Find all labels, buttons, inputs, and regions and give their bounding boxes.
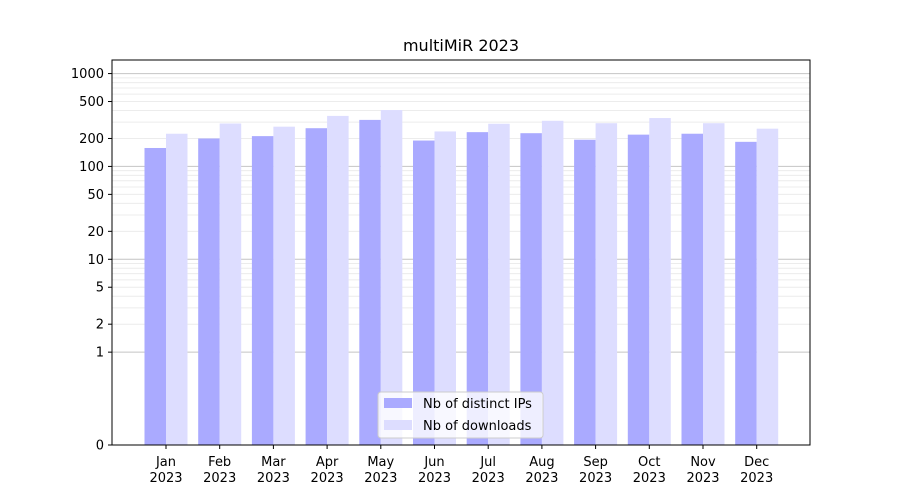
bar-downloads bbox=[541, 120, 564, 445]
x-tick-label: Jun 2023 bbox=[418, 455, 451, 486]
bar-downloads bbox=[327, 115, 349, 446]
y-tick-label: 500 bbox=[79, 95, 104, 110]
x-tick-label: Jul 2023 bbox=[472, 455, 505, 486]
y-tick-label: 200 bbox=[79, 132, 104, 147]
bar-distinct-ips bbox=[198, 138, 220, 445]
bar-downloads bbox=[273, 126, 295, 446]
y-tick-label: 0 bbox=[96, 439, 104, 454]
y-tick-label: 1000 bbox=[71, 67, 104, 82]
bar-downloads bbox=[756, 128, 779, 445]
x-tick-label: Oct 2023 bbox=[633, 455, 666, 486]
y-tick-label: 100 bbox=[79, 160, 104, 175]
bar-downloads bbox=[595, 123, 618, 445]
bar-distinct-ips bbox=[251, 136, 274, 446]
plot-area bbox=[111, 59, 811, 446]
bar-distinct-ips bbox=[359, 119, 381, 446]
x-tick-label: Aug 2023 bbox=[525, 455, 558, 486]
legend-swatch-distinct-ips bbox=[384, 398, 412, 408]
x-tick-label: Mar 2023 bbox=[257, 455, 290, 486]
bar-downloads bbox=[219, 123, 242, 445]
bar-distinct-ips bbox=[681, 133, 703, 445]
bar-distinct-ips bbox=[413, 140, 435, 445]
bar-distinct-ips bbox=[466, 132, 489, 446]
legend-box bbox=[377, 391, 544, 439]
legend-swatch-downloads bbox=[384, 420, 412, 430]
bar-distinct-ips bbox=[627, 134, 650, 445]
y-tick-label: 2 bbox=[96, 318, 104, 333]
bar-distinct-ips bbox=[144, 147, 166, 446]
bar-distinct-ips bbox=[574, 139, 596, 446]
bar-distinct-ips bbox=[735, 141, 757, 445]
bar-distinct-ips bbox=[305, 128, 328, 445]
y-tick-label: 5 bbox=[96, 281, 104, 296]
legend-label-distinct-ips: Nb of distinct IPs bbox=[423, 397, 532, 412]
bar-downloads bbox=[703, 123, 725, 445]
legend: Nb of distinct IPs Nb of downloads bbox=[377, 391, 544, 439]
bar-downloads bbox=[380, 110, 403, 445]
bar-downloads bbox=[649, 118, 671, 445]
legend-label-downloads: Nb of downloads bbox=[423, 419, 532, 434]
bar-distinct-ips bbox=[520, 133, 542, 445]
x-tick-label: Feb 2023 bbox=[203, 455, 236, 486]
y-tick-label: 10 bbox=[87, 253, 104, 268]
y-tick-label: 20 bbox=[87, 225, 104, 240]
bar-downloads bbox=[434, 131, 456, 446]
bars bbox=[144, 110, 779, 446]
x-tick-label: Dec 2023 bbox=[740, 455, 773, 486]
x-tick-label: May 2023 bbox=[364, 455, 397, 486]
x-tick-label: Sep 2023 bbox=[579, 455, 612, 486]
y-tick-label: 1 bbox=[96, 346, 104, 361]
bar-downloads bbox=[166, 133, 188, 445]
x-axis: Jan 2023 Feb 2023 Mar 2023 Apr 2023 May 2023 Jun 20… bbox=[149, 445, 773, 486]
x-tick-label: Apr 2023 bbox=[311, 455, 344, 486]
chart-title: multiMiR 2023 bbox=[403, 36, 519, 55]
x-tick-label: Jan 2023 bbox=[149, 455, 182, 486]
y-axis: 0 1 2 5 10 20 50 100 200 500 1000 bbox=[71, 67, 112, 454]
y-tick-label: 50 bbox=[87, 188, 104, 203]
bar-downloads bbox=[488, 123, 510, 445]
x-tick-label: Nov 2023 bbox=[686, 455, 719, 486]
